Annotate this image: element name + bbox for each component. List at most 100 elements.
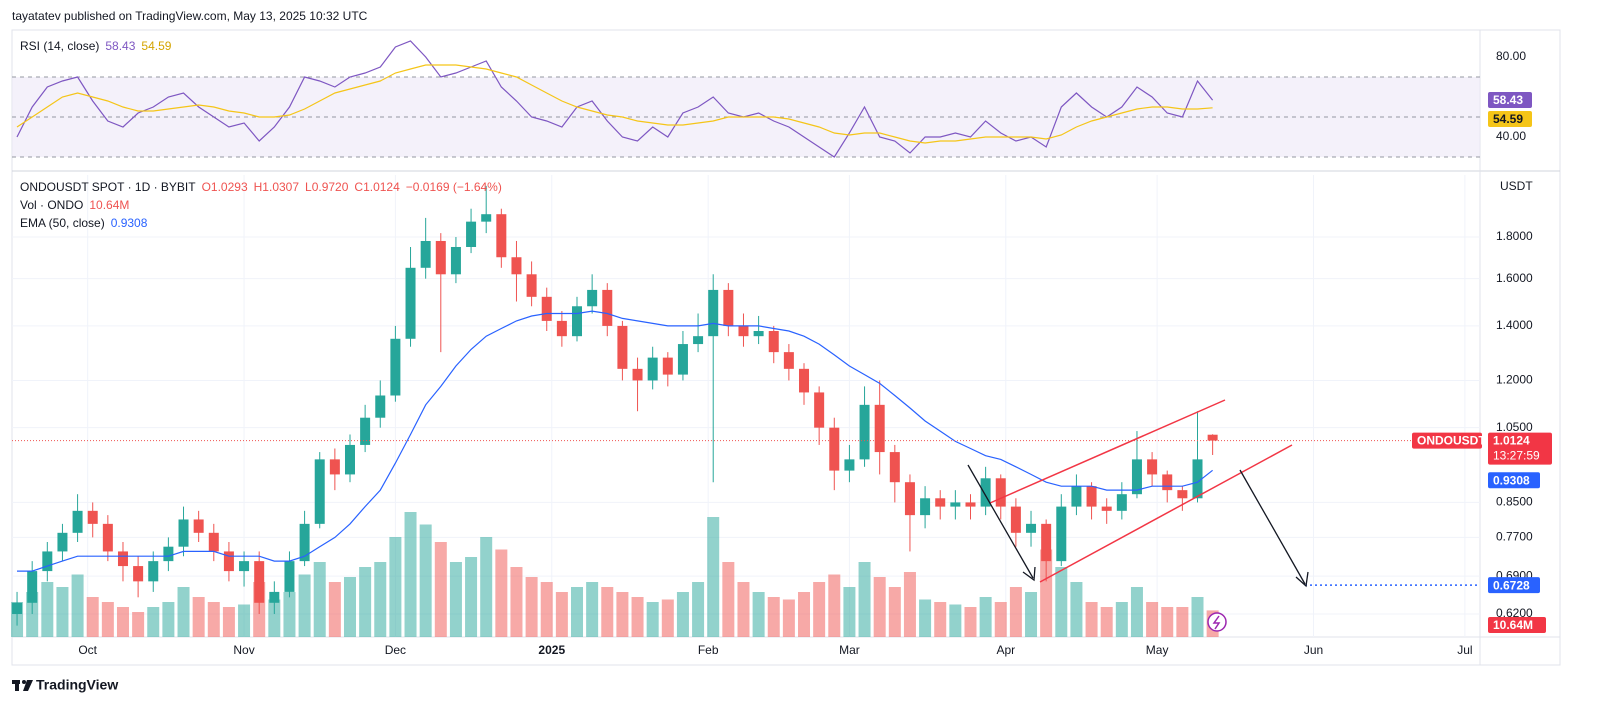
candle-body	[647, 357, 658, 381]
candle-body	[87, 510, 98, 524]
candle-body	[829, 427, 840, 471]
volume-bar	[767, 597, 780, 637]
volume-bar	[389, 537, 402, 637]
candle-body	[269, 591, 280, 603]
volume-bar	[798, 592, 811, 637]
x-tick-label: Feb	[698, 643, 719, 657]
frame	[11, 29, 1561, 666]
events-icon[interactable]	[1207, 612, 1227, 632]
ohlc-label: O1.0293	[201, 180, 248, 194]
logo: TradingView	[12, 677, 118, 693]
volume-bar	[495, 549, 508, 637]
volume-bar	[283, 592, 296, 637]
y-tick-label: 0.6200	[1496, 606, 1533, 620]
volume-bar	[404, 512, 417, 637]
volume-bar	[101, 602, 114, 637]
candle-body	[117, 551, 128, 567]
candle-body	[1116, 494, 1127, 511]
candle-body	[314, 459, 325, 524]
candle-body	[299, 523, 310, 562]
ema-badge-bg	[1488, 472, 1540, 489]
last-price: 1.0124	[1493, 434, 1530, 448]
candle-body	[178, 519, 189, 547]
rsi-ma-badge-bg	[1488, 111, 1532, 127]
candle-body	[1147, 459, 1158, 475]
volume-bar	[586, 582, 599, 637]
countdown: 13:27:59	[1493, 449, 1540, 463]
ohlc-label: H1.0307	[253, 180, 300, 194]
candle-body	[920, 498, 931, 516]
logo-mark	[15, 680, 19, 691]
x-tick-label: Apr	[996, 643, 1015, 657]
volume-bar	[1176, 607, 1189, 637]
candle-body	[239, 561, 250, 572]
arrow-head	[1022, 566, 1036, 582]
candle-body	[223, 551, 234, 572]
drawings	[967, 399, 1309, 632]
volume-bar	[328, 582, 341, 637]
candle-body	[556, 320, 567, 337]
volume-bar	[1009, 587, 1022, 637]
target-badge: 0.6728	[1493, 578, 1530, 592]
candle-body	[950, 502, 961, 507]
candle-body	[935, 498, 946, 507]
ema-badge: 0.9308	[1493, 473, 1530, 487]
candle-body	[965, 502, 976, 507]
candle-body	[1010, 506, 1021, 533]
volume-bar	[631, 597, 644, 637]
candle-body	[466, 221, 477, 247]
volume-bar	[162, 602, 175, 637]
volume-bar	[1146, 602, 1159, 637]
channel-upper	[989, 399, 1226, 504]
candle-body	[27, 571, 38, 603]
rsi-title: RSI (14, close)	[20, 39, 100, 53]
rsi-badge: 58.43	[1493, 93, 1523, 107]
volume-bar	[676, 592, 689, 637]
candle-body	[1207, 434, 1218, 441]
candle-body	[375, 395, 386, 418]
y-tick-label: 80.00	[1496, 49, 1526, 63]
volume-bar	[934, 602, 947, 637]
volume-bar	[1191, 597, 1204, 637]
y-tick-label: 1.6000	[1496, 271, 1533, 285]
arrow-head	[1295, 571, 1309, 588]
candle-body	[572, 306, 583, 337]
y-tick-label: 0.8500	[1496, 495, 1533, 509]
candle-body	[1056, 506, 1067, 562]
volume-bar	[343, 577, 356, 637]
rsi-ma-value: 54.59	[141, 39, 172, 53]
symbol-badge-bg	[1412, 432, 1482, 449]
volume-bar	[298, 574, 311, 637]
candle-body	[12, 602, 23, 615]
volume-title: Vol · ONDO	[20, 198, 84, 212]
rsi-legend: RSI (14, close) 58.43 54.59	[20, 39, 171, 53]
volume-bar	[994, 602, 1007, 637]
ohlc-label: C1.0124	[354, 180, 400, 194]
x-tick-label: Jul	[1457, 643, 1472, 657]
y-tick-label: 0.7700	[1496, 530, 1533, 544]
volume-bar	[949, 604, 962, 637]
volume-bar	[26, 592, 39, 637]
x-tick-label: Dec	[385, 643, 406, 657]
candle-body	[1086, 486, 1097, 507]
volume-bar	[782, 599, 795, 637]
candle-body	[1177, 490, 1188, 499]
volume-bar	[1130, 587, 1143, 637]
candle-body	[708, 289, 719, 337]
change-label: −0.0169 (−1.64%)	[405, 180, 502, 194]
volume-bar	[177, 587, 190, 637]
volume-bar	[737, 582, 750, 637]
volume-bar	[661, 599, 674, 637]
ema-title: EMA (50, close)	[20, 216, 105, 230]
y-tick-label: 1.0500	[1496, 420, 1533, 434]
volume-bar	[571, 587, 584, 637]
volume-bar	[1070, 582, 1083, 637]
volume-bar	[722, 562, 735, 637]
candle-body	[1026, 523, 1037, 533]
candle-body	[783, 352, 794, 369]
volume-value: 10.64M	[89, 198, 130, 212]
candle-body	[208, 532, 219, 552]
volume-bar	[71, 574, 84, 637]
